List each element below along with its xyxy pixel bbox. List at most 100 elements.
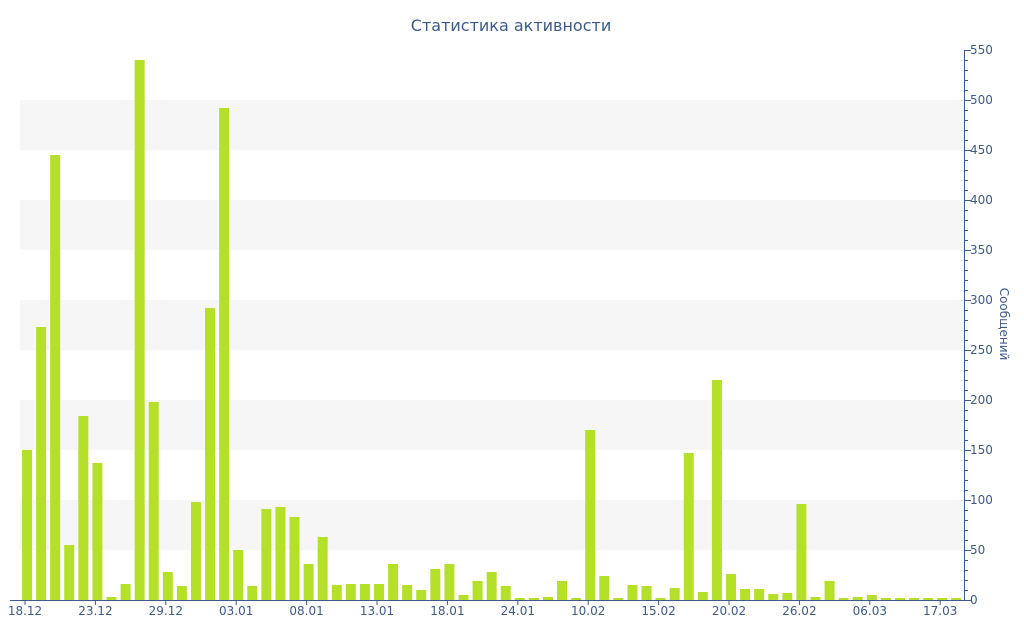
bar xyxy=(50,155,61,600)
x-tick-label: 06.03 xyxy=(853,604,887,618)
bar xyxy=(402,585,413,600)
grid-band xyxy=(20,300,964,350)
bar xyxy=(726,574,736,600)
x-tick-label: 13.01 xyxy=(360,604,394,618)
bar xyxy=(134,60,145,600)
bar xyxy=(599,576,610,600)
bar xyxy=(810,597,821,600)
bar xyxy=(275,507,286,600)
bar-series xyxy=(22,60,962,600)
x-tick-label: 23.12 xyxy=(78,604,112,618)
bar xyxy=(852,597,863,600)
bar xyxy=(880,598,891,600)
bar xyxy=(782,593,793,600)
bar xyxy=(486,572,497,600)
bar xyxy=(205,308,216,600)
bar xyxy=(740,589,751,600)
bar xyxy=(388,564,399,600)
bar xyxy=(261,509,272,600)
bar xyxy=(303,564,314,600)
grid-band xyxy=(20,100,964,150)
bar xyxy=(331,585,342,600)
bar xyxy=(444,564,455,600)
bar xyxy=(838,598,849,600)
bar xyxy=(641,586,652,600)
bar xyxy=(162,572,173,600)
x-tick-label: 10.02 xyxy=(571,604,605,618)
bar xyxy=(374,584,384,600)
bar xyxy=(571,598,582,600)
bar xyxy=(627,585,638,600)
bar xyxy=(458,595,469,600)
bar xyxy=(78,416,89,600)
chart-title: Статистика активности xyxy=(411,16,611,35)
y-tick-label: 100 xyxy=(970,493,993,507)
bar xyxy=(697,592,708,600)
x-tick-label: 29.12 xyxy=(149,604,183,618)
bar xyxy=(233,550,244,600)
bar xyxy=(866,595,877,600)
bar xyxy=(106,597,117,600)
bar xyxy=(909,598,920,600)
bar xyxy=(317,537,328,600)
x-axis-ticks: 18.12 23.12 29.12 03.01 08.01 13.01 18.01 24.01… xyxy=(8,600,957,618)
y-tick-label: 500 xyxy=(970,93,993,107)
bar xyxy=(711,380,722,600)
bar xyxy=(796,504,807,600)
y-tick-label: 300 xyxy=(970,293,993,307)
x-tick-label: 20.02 xyxy=(712,604,746,618)
x-tick-label: 17.03 xyxy=(923,604,957,618)
bar xyxy=(894,598,905,600)
bar xyxy=(542,597,553,600)
bar xyxy=(148,402,159,600)
y-tick-label: 200 xyxy=(970,393,993,407)
x-tick-label: 03.01 xyxy=(219,604,253,618)
bar xyxy=(176,586,187,600)
bar xyxy=(585,430,596,600)
y-tick-label: 550 xyxy=(970,43,993,57)
bar xyxy=(528,598,539,600)
y-tick-label: 250 xyxy=(970,343,993,357)
bar xyxy=(120,584,131,600)
y-tick-label: 350 xyxy=(970,243,993,257)
bar xyxy=(22,450,32,600)
bar xyxy=(219,108,230,600)
bar xyxy=(500,586,511,600)
bar xyxy=(951,598,962,600)
bar xyxy=(92,463,103,600)
grid-band xyxy=(20,400,964,450)
y-tick-label: 0 xyxy=(970,593,978,607)
x-tick-label: 15.02 xyxy=(641,604,675,618)
bar xyxy=(430,569,441,600)
bar xyxy=(557,581,568,600)
bar xyxy=(683,453,694,600)
bar xyxy=(345,584,356,600)
bar xyxy=(937,598,948,600)
x-tick-label: 18.12 xyxy=(8,604,42,618)
y-tick-label: 50 xyxy=(970,543,985,557)
grid-band xyxy=(20,500,964,550)
bar xyxy=(472,581,483,600)
bar xyxy=(824,581,835,600)
bar xyxy=(655,598,666,600)
y-axis-ticks: 0 50 100 150 200 250 300 350 400 450 500 550 xyxy=(964,43,993,607)
bar xyxy=(514,598,525,600)
bar xyxy=(669,588,680,600)
y-tick-label: 450 xyxy=(970,143,993,157)
x-tick-label: 24.01 xyxy=(501,604,535,618)
bar xyxy=(64,545,75,600)
grid-band xyxy=(20,200,964,250)
y-axis-title: Сообщений xyxy=(997,288,1011,361)
bar xyxy=(416,590,427,600)
bar xyxy=(754,589,765,600)
bar xyxy=(613,598,624,600)
x-tick-label: 08.01 xyxy=(289,604,323,618)
bar xyxy=(923,598,934,600)
x-tick-label: 18.01 xyxy=(430,604,464,618)
y-tick-label: 150 xyxy=(970,443,993,457)
grid-bands xyxy=(20,100,964,550)
bar xyxy=(289,517,300,600)
bar xyxy=(768,594,779,600)
bar xyxy=(190,502,201,600)
